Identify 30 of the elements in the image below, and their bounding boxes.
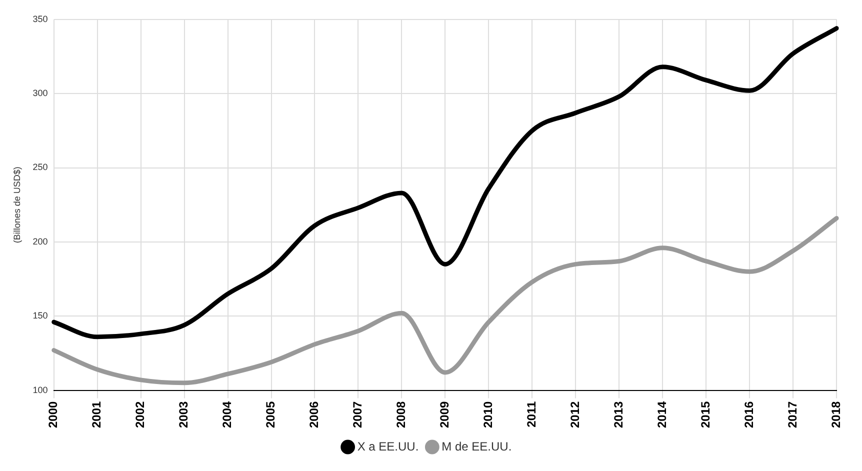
x-tick-label: 2012: [568, 400, 582, 428]
x-tick-label: 2016: [742, 400, 756, 428]
x-tick-label: 2014: [654, 400, 669, 428]
x-tick-label: 2015: [698, 400, 712, 428]
x-tick-label: 2004: [220, 400, 234, 428]
x-tick-label: 2002: [133, 400, 148, 428]
x-tick-label: 2017: [785, 400, 800, 428]
x-tick-label: 2008: [394, 400, 408, 428]
y-tick-label: 300: [32, 88, 48, 98]
x-tick-label: 2003: [176, 400, 191, 428]
y-tick-label: 200: [32, 236, 48, 246]
x-tick-label: 2018: [828, 400, 843, 428]
legend-label: M de EE.UU.: [442, 439, 512, 454]
x-tick-label: 2010: [481, 400, 496, 428]
x-tick-label: 2000: [46, 400, 60, 428]
x-tick-label: 2005: [264, 400, 278, 428]
x-tick-label: 2013: [611, 400, 626, 428]
line-series: [52, 26, 839, 340]
y-tick-label: 250: [32, 162, 48, 172]
x-tick-label: 2011: [524, 400, 538, 428]
y-tick-label: 150: [32, 310, 48, 321]
legend-label: X a EE.UU.: [357, 439, 419, 454]
x-tick-label: 2007: [350, 400, 365, 428]
x-tick-label: 2001: [90, 400, 104, 428]
line-series: [52, 216, 839, 386]
x-tick-label: 2006: [307, 400, 322, 428]
y-axis-title: (Billones de USD$): [12, 166, 22, 244]
y-tick-label: 350: [32, 14, 48, 24]
y-tick-label: 100: [32, 384, 48, 395]
x-tick-label: 2009: [438, 400, 452, 428]
